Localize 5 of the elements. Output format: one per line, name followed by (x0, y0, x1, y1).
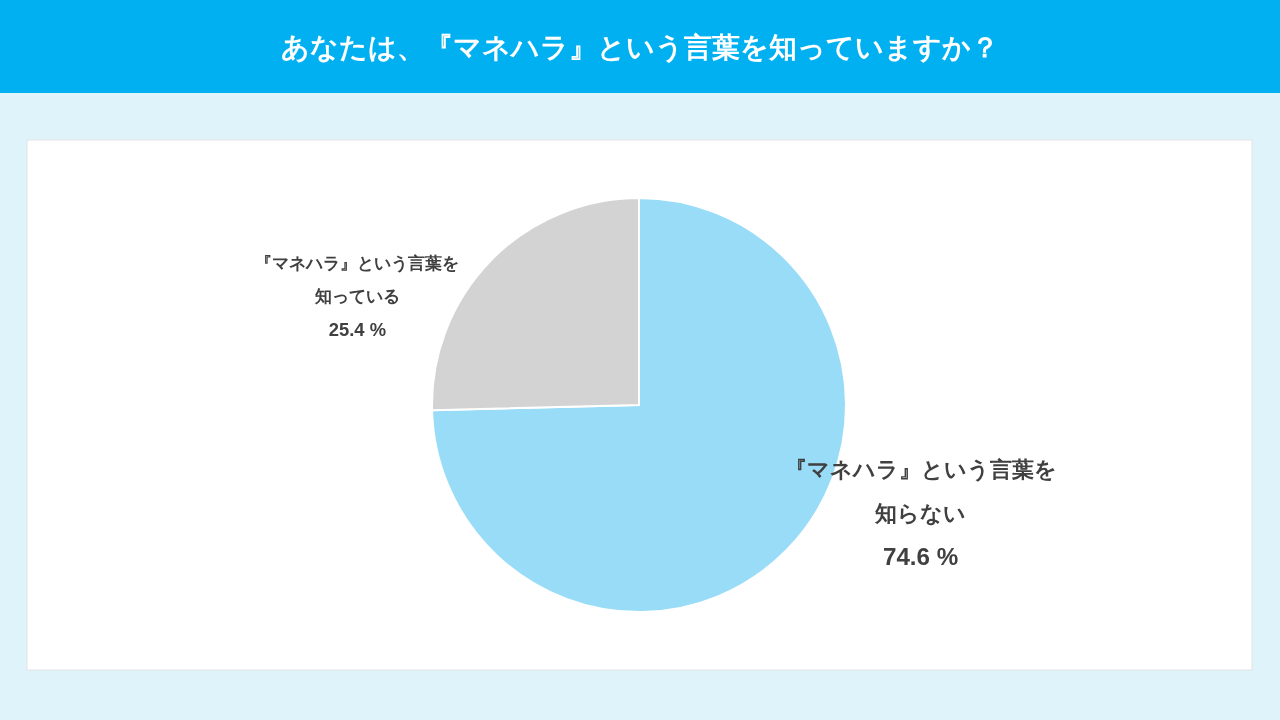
data-label: 25.4 % (328, 318, 387, 340)
data-label: 74.6 % (882, 543, 959, 571)
slice-label: 『マネハラ』という言葉を知らない (784, 457, 1057, 527)
chart-title: あなたは、『マネハラ』という言葉を知っていますか？ (281, 32, 999, 63)
slice-label: 『マネハラ』という言葉を知っている (255, 254, 460, 307)
